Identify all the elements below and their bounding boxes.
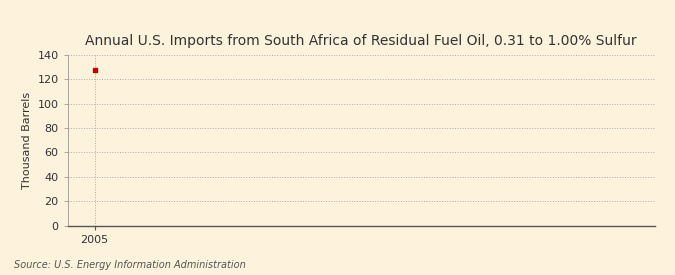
Title: Annual U.S. Imports from South Africa of Residual Fuel Oil, 0.31 to 1.00% Sulfur: Annual U.S. Imports from South Africa of…	[85, 34, 637, 48]
Y-axis label: Thousand Barrels: Thousand Barrels	[22, 92, 32, 189]
Text: Source: U.S. Energy Information Administration: Source: U.S. Energy Information Administ…	[14, 260, 245, 270]
